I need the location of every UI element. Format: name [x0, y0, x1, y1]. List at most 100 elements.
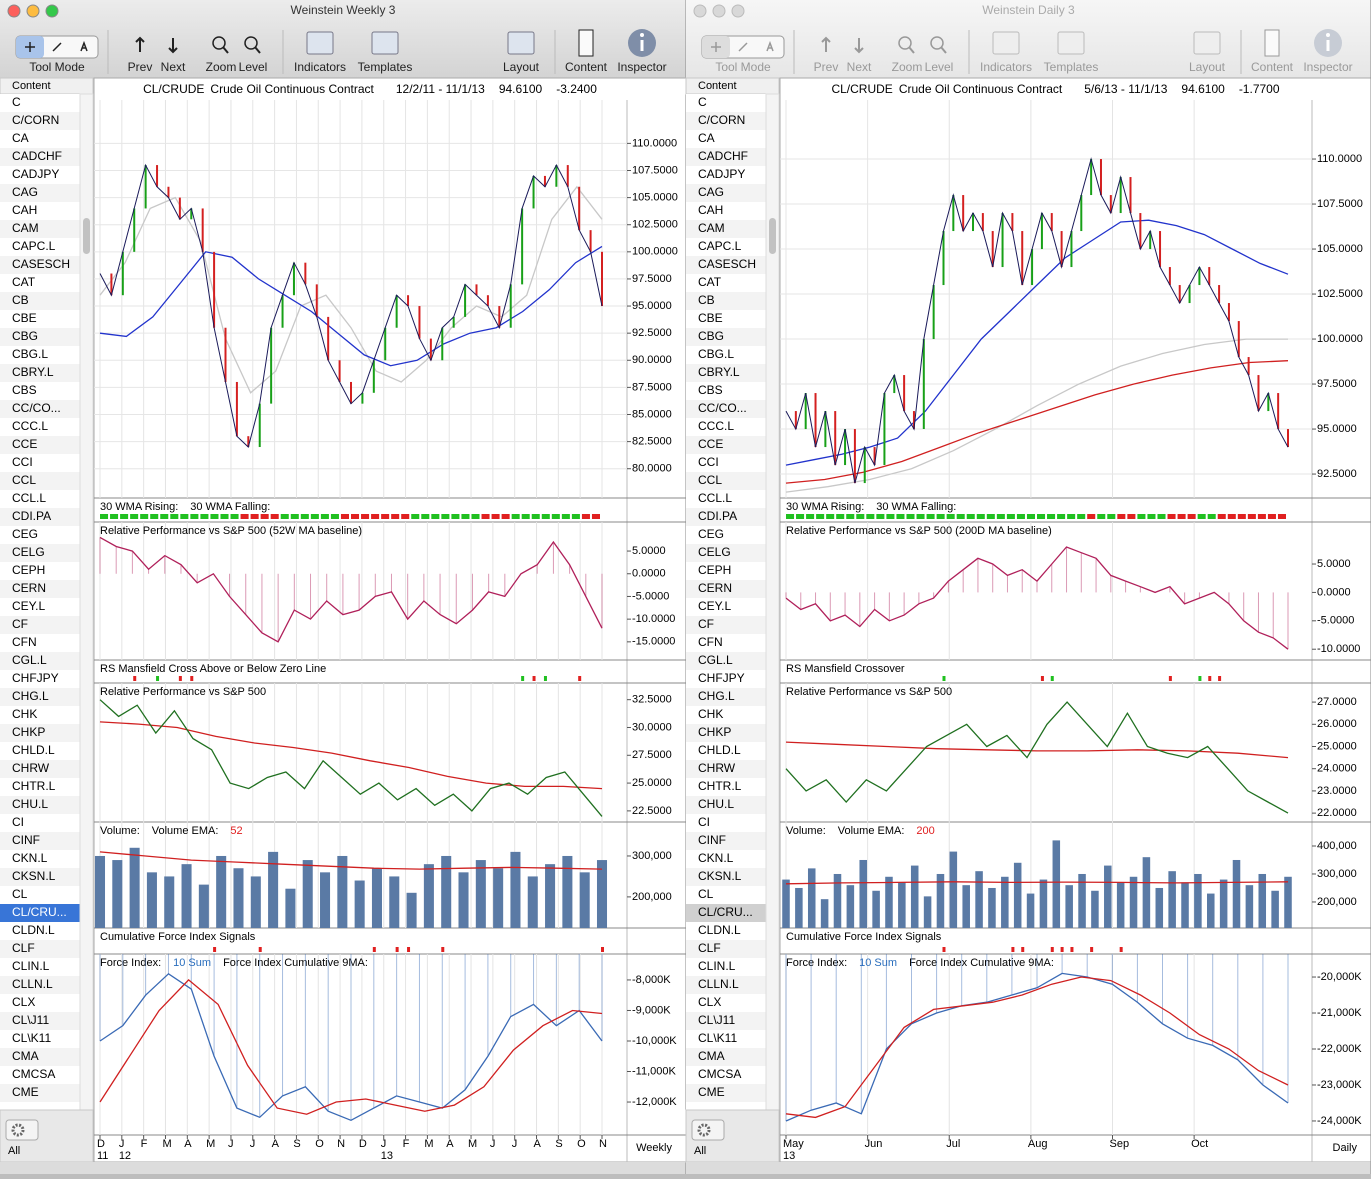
sidebar-row[interactable] [686, 886, 766, 904]
sidebar-item[interactable]: CCL [698, 473, 722, 487]
sidebar-item[interactable]: CFN [698, 635, 723, 649]
sidebar-row[interactable] [686, 1012, 766, 1030]
sidebar-item[interactable]: CCL [12, 473, 36, 487]
sidebar-item[interactable]: CHRW [698, 761, 736, 775]
toolbar-label[interactable]: Next [847, 60, 872, 74]
period-label[interactable]: Daily [1333, 1142, 1358, 1154]
sidebar-row[interactable] [0, 292, 80, 310]
sidebar-row[interactable] [0, 850, 80, 868]
sidebar-row[interactable] [0, 94, 80, 112]
sidebar-row[interactable] [686, 796, 766, 814]
sidebar-row[interactable] [686, 220, 766, 238]
scroll-thumb[interactable] [769, 218, 776, 254]
toolbar-label[interactable]: Zoom [892, 60, 923, 74]
sidebar-row[interactable] [686, 418, 766, 436]
sidebar-row[interactable] [0, 454, 80, 472]
toolbar-label[interactable]: Prev [814, 60, 839, 74]
sidebar-item[interactable]: CHG.L [698, 689, 735, 703]
sidebar-row[interactable] [0, 994, 80, 1012]
sidebar-item[interactable]: CAM [12, 221, 39, 235]
sidebar-item[interactable]: CB [12, 293, 29, 307]
sidebar-item[interactable]: CB [698, 293, 715, 307]
sidebar-item[interactable]: CMCSA [12, 1067, 55, 1081]
sidebar-row[interactable] [686, 184, 766, 202]
sidebar-row[interactable] [0, 922, 80, 940]
sidebar-item[interactable]: CLLN.L [698, 977, 739, 991]
sidebar-item[interactable]: CHK [12, 707, 37, 721]
sidebar-row[interactable] [0, 220, 80, 238]
sidebar-item[interactable]: CAG [698, 185, 724, 199]
sidebar-item[interactable]: CKN.L [698, 851, 734, 865]
sidebar-item[interactable]: CME [12, 1085, 39, 1099]
sidebar-row[interactable] [0, 256, 80, 274]
sidebar-item[interactable]: CL\J11 [12, 1013, 49, 1027]
toolbar-label[interactable]: Tool Mode [29, 60, 85, 74]
sidebar-item[interactable]: CA [698, 131, 715, 145]
sidebar-item[interactable]: C [698, 95, 707, 109]
sidebar-item[interactable]: C/CORN [698, 113, 745, 127]
sidebar-item[interactable]: CCC.L [698, 419, 734, 433]
sidebar-item[interactable]: CHKP [698, 725, 731, 739]
sidebar-row[interactable] [0, 760, 80, 778]
sidebar-item[interactable]: CME [698, 1085, 725, 1099]
sidebar-row[interactable] [0, 724, 80, 742]
sidebar-item[interactable]: CL\K11 [12, 1031, 51, 1045]
sidebar-row[interactable] [0, 706, 80, 724]
sidebar-row[interactable] [686, 778, 766, 796]
sidebar-row[interactable] [686, 490, 766, 508]
sidebar-row[interactable] [0, 688, 80, 706]
sidebar-item[interactable]: CCE [698, 437, 723, 451]
sidebar-row[interactable] [686, 976, 766, 994]
sidebar-item[interactable]: CC/CO... [12, 401, 61, 415]
sidebar-row[interactable] [0, 904, 80, 922]
sidebar-item[interactable]: CCI [12, 455, 33, 469]
sidebar-item[interactable]: CMA [12, 1049, 39, 1063]
sidebar-row[interactable] [0, 1012, 80, 1030]
sidebar-row[interactable] [686, 922, 766, 940]
sidebar-item[interactable]: CLF [12, 941, 35, 955]
sidebar-row[interactable] [686, 256, 766, 274]
sidebar-item[interactable]: CELG [698, 545, 731, 559]
sidebar-item[interactable]: CBRY.L [12, 365, 54, 379]
sidebar-row[interactable] [686, 670, 766, 688]
sidebar-item[interactable]: CKSN.L [698, 869, 742, 883]
sidebar-row[interactable] [0, 346, 80, 364]
sidebar-item[interactable]: CELG [12, 545, 45, 559]
sidebar-row[interactable] [0, 886, 80, 904]
sidebar-row[interactable] [0, 490, 80, 508]
window-button[interactable] [45, 4, 59, 18]
sidebar-item[interactable]: CEPH [12, 563, 45, 577]
sidebar-item[interactable]: CLLN.L [12, 977, 53, 991]
sidebar-row[interactable] [0, 544, 80, 562]
sidebar-item[interactable]: CHKP [12, 725, 45, 739]
sidebar-row[interactable] [686, 994, 766, 1012]
sidebar-item[interactable]: CADJPY [698, 167, 745, 181]
sidebar-item[interactable]: CHLD.L [698, 743, 741, 757]
sidebar-row[interactable] [0, 1048, 80, 1066]
sidebar-row[interactable] [0, 148, 80, 166]
sidebar-row[interactable] [686, 382, 766, 400]
sidebar-item[interactable]: CKSN.L [12, 869, 56, 883]
sidebar-item[interactable]: CDI.PA [698, 509, 737, 523]
sidebar-item[interactable]: CL/CRU... [12, 905, 67, 919]
sidebar-row[interactable] [0, 598, 80, 616]
sidebar-item[interactable]: CADJPY [12, 167, 59, 181]
sidebar-row[interactable] [686, 130, 766, 148]
sidebar-item[interactable]: CLF [698, 941, 721, 955]
sidebar-row[interactable] [686, 148, 766, 166]
sidebar-item[interactable]: CHU.L [12, 797, 48, 811]
sidebar-row[interactable] [0, 832, 80, 850]
sidebar-item[interactable]: C/CORN [12, 113, 59, 127]
sidebar-row[interactable] [0, 1030, 80, 1048]
sidebar-item[interactable]: CADCHF [12, 149, 62, 163]
sidebar-row[interactable] [686, 832, 766, 850]
sidebar-row[interactable] [686, 400, 766, 418]
sidebar-row[interactable] [0, 958, 80, 976]
sidebar-item[interactable]: CAH [12, 203, 37, 217]
sidebar-item[interactable]: CBE [12, 311, 37, 325]
toolbar-label[interactable]: Layout [1189, 60, 1226, 74]
toolbar-label[interactable]: Content [565, 60, 608, 74]
sidebar-item[interactable]: CKN.L [12, 851, 48, 865]
toolbar-label[interactable]: Next [161, 60, 186, 74]
sidebar-row[interactable] [686, 292, 766, 310]
